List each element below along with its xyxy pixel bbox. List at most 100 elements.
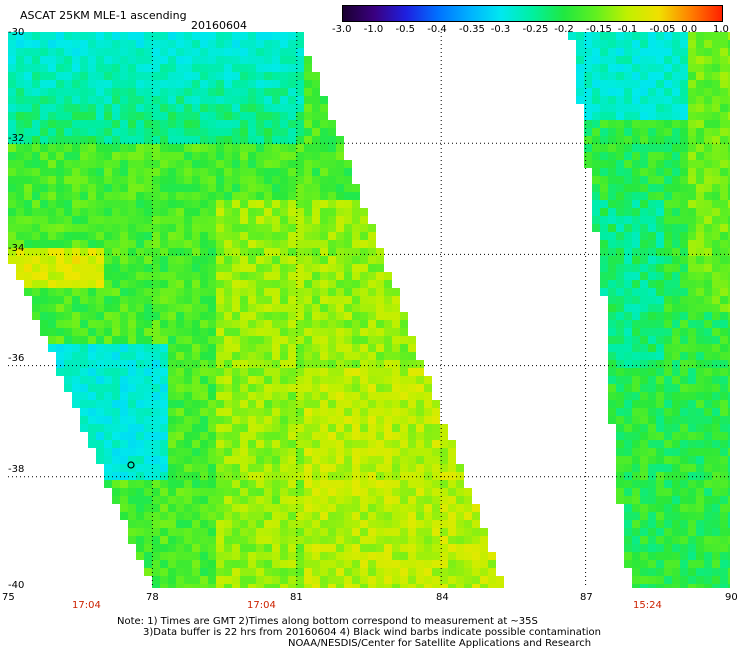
wind-cell	[232, 288, 240, 296]
wind-cell	[56, 248, 64, 256]
wind-cell	[648, 304, 656, 312]
wind-cell	[336, 456, 344, 464]
wind-cell	[72, 216, 80, 224]
wind-cell	[688, 520, 696, 528]
wind-cell	[352, 320, 360, 328]
wind-cell	[192, 208, 200, 216]
wind-cell	[376, 416, 384, 424]
wind-cell	[296, 568, 304, 576]
wind-cell	[640, 408, 648, 416]
wind-cell	[88, 320, 96, 328]
wind-cell	[80, 256, 88, 264]
wind-cell	[184, 72, 192, 80]
wind-cell	[696, 56, 704, 64]
wind-cell	[176, 584, 184, 588]
wind-cell	[240, 344, 248, 352]
wind-cell	[432, 432, 440, 440]
wind-cell	[120, 304, 128, 312]
wind-cell	[88, 376, 96, 384]
wind-cell	[120, 384, 128, 392]
wind-cell	[256, 176, 264, 184]
pass-time: 15:24	[633, 600, 662, 611]
wind-cell	[384, 344, 392, 352]
wind-cell	[360, 360, 368, 368]
wind-cell	[608, 288, 616, 296]
wind-cell	[664, 64, 672, 72]
wind-cell	[680, 352, 688, 360]
wind-cell	[8, 216, 16, 224]
wind-cell	[144, 64, 152, 72]
wind-cell	[104, 352, 112, 360]
wind-cell	[632, 472, 640, 480]
wind-cell	[168, 208, 176, 216]
note-line-1: Note: 1) Times are GMT 2)Times along bot…	[117, 616, 538, 627]
wind-cell	[152, 264, 160, 272]
wind-cell	[680, 496, 688, 504]
wind-cell	[448, 488, 456, 496]
wind-cell	[448, 552, 456, 560]
wind-cell	[656, 352, 664, 360]
wind-cell	[272, 232, 280, 240]
wind-cell	[264, 352, 272, 360]
wind-cell	[624, 528, 632, 536]
wind-cell	[288, 488, 296, 496]
wind-cell	[240, 544, 248, 552]
wind-cell	[288, 40, 296, 48]
wind-cell	[120, 88, 128, 96]
wind-cell	[376, 312, 384, 320]
wind-cell	[280, 384, 288, 392]
wind-cell	[288, 440, 296, 448]
wind-cell	[280, 232, 288, 240]
wind-cell	[296, 352, 304, 360]
wind-cell	[360, 336, 368, 344]
wind-cell	[336, 216, 344, 224]
wind-cell	[696, 544, 704, 552]
wind-cell	[688, 72, 696, 80]
wind-cell	[128, 480, 136, 488]
wind-cell	[136, 296, 144, 304]
wind-cell	[360, 216, 368, 224]
wind-cell	[144, 224, 152, 232]
wind-cell	[280, 368, 288, 376]
wind-cell	[336, 176, 344, 184]
wind-cell	[320, 440, 328, 448]
wind-cell	[160, 584, 168, 588]
wind-cell	[304, 448, 312, 456]
wind-cell	[640, 328, 648, 336]
wind-cell	[728, 208, 730, 216]
wind-cell	[240, 368, 248, 376]
wind-cell	[624, 176, 632, 184]
wind-cell	[88, 56, 96, 64]
wind-cell	[296, 240, 304, 248]
wind-cell	[128, 416, 136, 424]
wind-cell	[680, 448, 688, 456]
wind-cell	[168, 200, 176, 208]
wind-cell	[192, 200, 200, 208]
wind-cell	[216, 304, 224, 312]
wind-cell	[720, 480, 728, 488]
wind-cell	[672, 504, 680, 512]
lat-label: -30	[8, 27, 25, 38]
wind-cell	[464, 496, 472, 504]
wind-cell	[232, 256, 240, 264]
wind-cell	[288, 480, 296, 488]
wind-cell	[656, 248, 664, 256]
wind-cell	[360, 224, 368, 232]
wind-cell	[352, 512, 360, 520]
wind-cell	[40, 136, 48, 144]
wind-cell	[368, 304, 376, 312]
wind-cell	[640, 312, 648, 320]
wind-cell	[160, 72, 168, 80]
wind-cell	[352, 352, 360, 360]
wind-cell	[104, 440, 112, 448]
wind-cell	[352, 568, 360, 576]
wind-cell	[608, 352, 616, 360]
wind-cell	[304, 248, 312, 256]
wind-cell	[104, 40, 112, 48]
wind-cell	[392, 520, 400, 528]
wind-cell	[128, 240, 136, 248]
wind-cell	[712, 264, 720, 272]
wind-cell	[720, 336, 728, 344]
wind-cell	[616, 104, 624, 112]
wind-cell	[344, 472, 352, 480]
